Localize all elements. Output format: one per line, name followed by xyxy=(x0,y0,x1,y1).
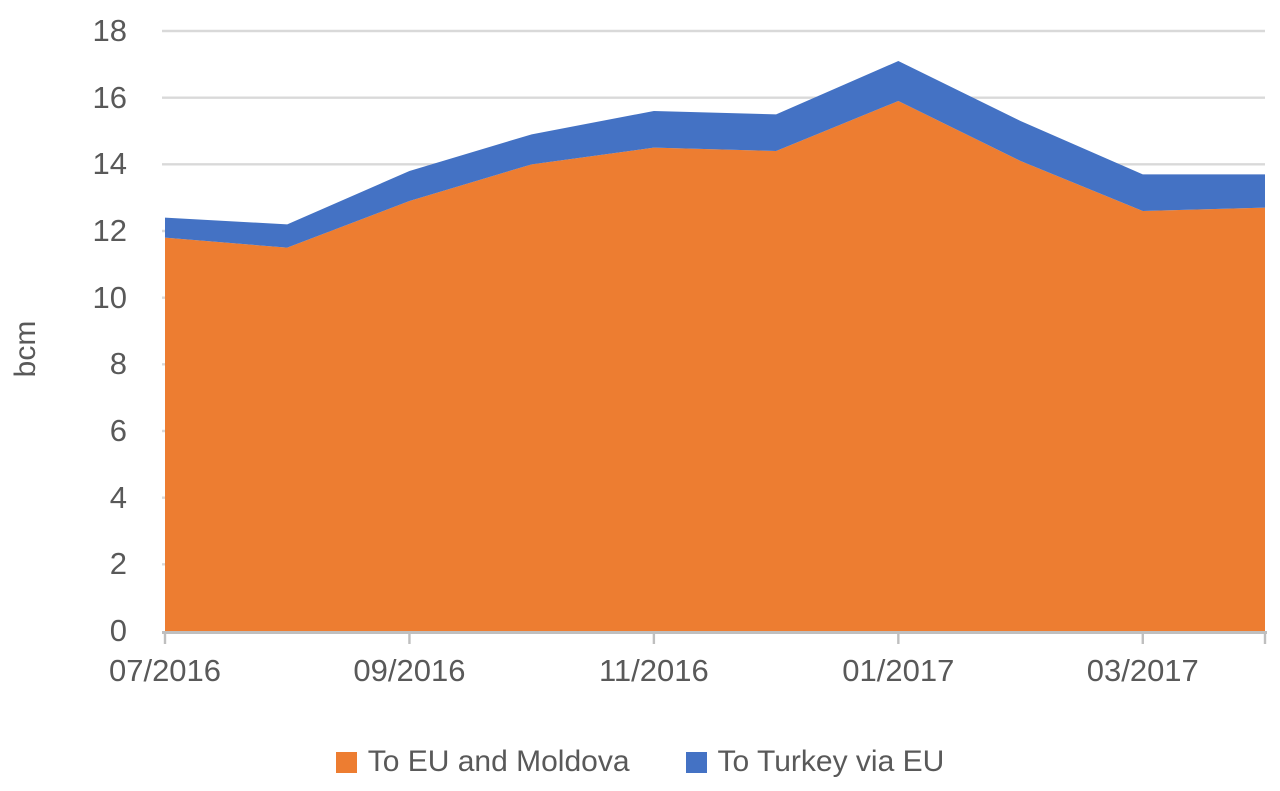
y-tick-label: 4 xyxy=(109,479,127,515)
x-tick-label: 11/2016 xyxy=(598,653,709,688)
area-series-to-eu-and-moldova xyxy=(165,101,1265,631)
legend-item: To Turkey via EU xyxy=(685,745,945,779)
y-tick-label: 18 xyxy=(92,13,127,48)
legend: To EU and Moldova To Turkey via EU xyxy=(0,745,1280,779)
legend-item: To EU and Moldova xyxy=(335,745,630,779)
y-tick-label: 16 xyxy=(92,79,127,115)
x-tick-label: 03/2017 xyxy=(1086,653,1199,688)
legend-swatch-icon xyxy=(685,751,707,773)
x-tick-label: 07/2016 xyxy=(108,653,222,688)
y-tick-label: 14 xyxy=(92,146,127,182)
legend-label: To EU and Moldova xyxy=(367,745,630,778)
y-tick-label: 2 xyxy=(109,546,127,582)
y-tick-label: 6 xyxy=(109,413,127,448)
y-tick-label: 8 xyxy=(109,346,127,382)
x-tick-label: 01/2017 xyxy=(842,653,955,688)
y-tick-label: 0 xyxy=(109,613,127,648)
legend-swatch-icon xyxy=(335,751,357,773)
y-tick-label: 10 xyxy=(92,279,127,315)
x-tick-label: 09/2016 xyxy=(353,653,466,688)
area-series-to-turkey-via-eu xyxy=(165,61,1265,248)
legend-label: To Turkey via EU xyxy=(717,745,945,778)
y-tick-label: 12 xyxy=(92,213,127,248)
